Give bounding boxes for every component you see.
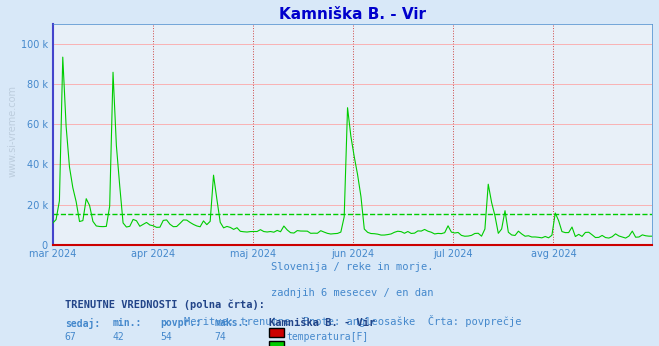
Text: Meritve: trenutne  Enote: angleosaške  Črta: povprečje: Meritve: trenutne Enote: angleosaške Črt… <box>184 315 521 327</box>
Text: maks.:: maks.: <box>215 318 250 328</box>
Text: 67: 67 <box>65 331 76 342</box>
Text: min.:: min.: <box>113 318 142 328</box>
Text: TRENUTNE VREDNOSTI (polna črta):: TRENUTNE VREDNOSTI (polna črta): <box>65 299 265 310</box>
Text: www.si-vreme.com: www.si-vreme.com <box>8 85 18 177</box>
Text: 54: 54 <box>161 331 173 342</box>
Text: sedaj:: sedaj: <box>65 318 100 329</box>
Title: Kamniška B. - Vir: Kamniška B. - Vir <box>279 7 426 22</box>
Text: 74: 74 <box>215 331 227 342</box>
FancyBboxPatch shape <box>269 328 283 337</box>
Text: 42: 42 <box>113 331 125 342</box>
Text: temperatura[F]: temperatura[F] <box>287 331 369 342</box>
Text: Slovenija / reke in morje.: Slovenija / reke in morje. <box>272 262 434 272</box>
Text: zadnjih 6 mesecev / en dan: zadnjih 6 mesecev / en dan <box>272 288 434 298</box>
Text: povpr.:: povpr.: <box>161 318 202 328</box>
Text: Kamniška B. - Vir: Kamniška B. - Vir <box>269 318 375 328</box>
FancyBboxPatch shape <box>269 341 283 346</box>
